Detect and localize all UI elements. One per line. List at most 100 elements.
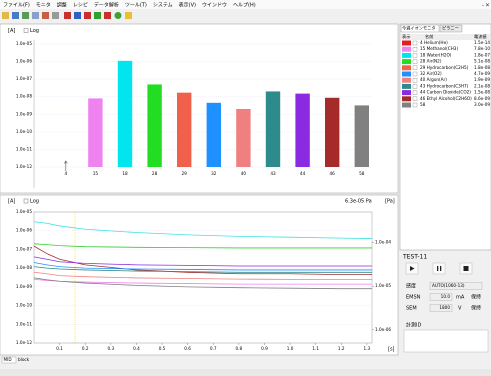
x-tick-label: 0.4 <box>133 346 140 351</box>
tool-icon[interactable] <box>125 12 132 19</box>
row-checkbox[interactable] <box>412 78 418 83</box>
tab[interactable] <box>439 24 463 33</box>
row-swatch[interactable] <box>402 102 411 108</box>
pause-icon <box>437 266 439 271</box>
tool-icon[interactable] <box>84 12 91 19</box>
bar <box>177 92 192 167</box>
trend-line <box>33 256 372 267</box>
menu-item[interactable]: 表示(V) <box>179 2 196 9</box>
emission-input[interactable] <box>429 293 453 301</box>
menu-item[interactable]: システム <box>153 3 173 9</box>
log-checkbox[interactable] <box>23 28 29 33</box>
menu-item[interactable]: ファイル(F) <box>3 3 30 9</box>
row-swatch[interactable] <box>402 90 411 96</box>
row-name: 15 Methanol(CH3) <box>420 46 458 51</box>
tool-icon[interactable] <box>42 12 49 19</box>
tool-icon[interactable] <box>94 12 101 19</box>
row-value: 1.8e-07 <box>474 52 490 57</box>
mid-select[interactable] <box>1 356 17 364</box>
tool-icon[interactable] <box>22 12 29 19</box>
field-label: EMSN <box>406 295 421 301</box>
x-tick-label: 1.3 <box>364 346 371 351</box>
row-name: 18 Water(H2O) <box>420 52 452 57</box>
bar <box>88 98 103 167</box>
row-swatch[interactable] <box>402 40 411 46</box>
x-tick-label: 0.5 <box>159 346 166 351</box>
row-value: 3.0e-09 <box>474 102 490 107</box>
menu-item[interactable]: ヘルプ(H) <box>233 3 256 9</box>
emission-unit: mA <box>456 295 465 301</box>
log-checkbox[interactable] <box>23 198 29 204</box>
row-checkbox[interactable] <box>412 90 418 95</box>
row-swatch[interactable] <box>402 71 411 77</box>
x-tick-label: 0.8 <box>236 346 243 351</box>
menu-bar <box>0 0 491 9</box>
row-checkbox[interactable] <box>412 40 418 46</box>
y-tick-label: 1.0e-10 <box>16 303 32 308</box>
x-tick-label: 29 <box>182 171 188 176</box>
panel-label: [A] <box>8 199 15 205</box>
tab[interactable] <box>400 24 440 33</box>
tab-label[interactable]: 今週イオンモニタ <box>402 25 436 32</box>
id-input[interactable] <box>403 329 489 353</box>
menu-item[interactable]: レシピ <box>73 3 88 9</box>
bar <box>206 102 221 167</box>
row-value: 1.8e-08 <box>474 65 490 70</box>
x-tick-label: 28 <box>152 171 158 176</box>
row-checkbox[interactable] <box>412 71 418 77</box>
row-checkbox[interactable] <box>412 96 418 101</box>
trend-line <box>33 262 372 271</box>
hold-label: 保持 <box>471 305 481 312</box>
x-tick-label: 4 <box>64 171 67 176</box>
row-swatch[interactable] <box>402 46 411 52</box>
log-label: Log <box>30 199 39 205</box>
menu-item[interactable]: ツール(T) <box>125 3 147 9</box>
tab-label[interactable]: ピラニー <box>442 26 459 32</box>
mid-label[interactable]: MID <box>4 357 12 362</box>
row-swatch[interactable] <box>402 59 411 65</box>
sensitivity-value[interactable]: AUTO(1060-13) <box>432 283 465 288</box>
tool-icon[interactable] <box>2 12 9 19</box>
row-swatch[interactable] <box>402 65 411 71</box>
row-checkbox[interactable] <box>412 47 418 52</box>
row-swatch[interactable] <box>402 52 411 58</box>
tool-icon[interactable] <box>52 12 59 19</box>
row-checkbox[interactable] <box>412 65 418 70</box>
x-tick-label: 43 <box>270 171 276 176</box>
field-label: SEM <box>406 306 417 312</box>
row-value: 5.1e-08 <box>474 59 490 64</box>
row-name: 46 Ethyl Alcohol(C2H6O) <box>420 96 472 101</box>
row-swatch[interactable] <box>402 83 411 89</box>
menu-item[interactable]: 調整 <box>57 2 67 9</box>
row-checkbox[interactable] <box>412 53 418 58</box>
y2-tick-label: 1.0e-06 <box>375 327 391 332</box>
tool-icon[interactable] <box>114 12 122 19</box>
row-swatch[interactable] <box>402 96 411 102</box>
tool-icon[interactable] <box>74 12 81 19</box>
tool-icon[interactable] <box>32 12 39 19</box>
row-checkbox[interactable] <box>412 59 418 64</box>
tool-icon[interactable] <box>64 12 71 19</box>
x-tick-label: 1.2 <box>338 346 345 351</box>
pause-button[interactable] <box>432 262 446 275</box>
emission-value[interactable]: 10.0 <box>441 294 451 299</box>
y-tick-label: 1.0e-10 <box>16 129 32 134</box>
window-controls[interactable]: - × <box>482 3 490 9</box>
toolbar <box>2 12 132 19</box>
menu-item[interactable]: モニタ <box>36 2 51 9</box>
sensitivity-select[interactable] <box>429 282 483 290</box>
sem-input[interactable] <box>429 304 453 312</box>
hold-label: 保持 <box>471 294 481 301</box>
y2-tick-label: 1.0e-05 <box>375 283 391 288</box>
row-checkbox[interactable] <box>412 84 418 89</box>
status-bar <box>0 369 491 376</box>
x-tick-label: 18 <box>122 171 128 176</box>
menu-item[interactable]: ウインドウ <box>202 2 227 9</box>
menu-item[interactable]: データ解析 <box>94 2 119 9</box>
sem-value[interactable]: 1800 <box>439 305 450 310</box>
tool-icon[interactable] <box>12 12 19 19</box>
row-checkbox[interactable] <box>412 102 418 108</box>
row-swatch[interactable] <box>402 77 411 83</box>
tool-icon[interactable] <box>104 12 111 19</box>
